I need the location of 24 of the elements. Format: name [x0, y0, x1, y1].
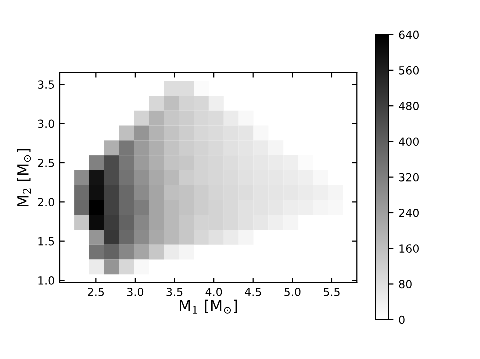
- color-bar-label: 480: [399, 102, 419, 110]
- x-axis-title: M$_{1}$ [M$_{⊙}$]: [180, 300, 238, 314]
- y-tick-label: 1.0: [38, 276, 54, 285]
- color-bar-label: 240: [399, 208, 419, 218]
- x-tick-label: 4.0: [206, 288, 222, 296]
- x-tick-label: 2.5: [88, 288, 104, 296]
- x-tick-label: 5.0: [284, 288, 301, 296]
- y-tick-label: 3.0: [38, 120, 54, 128]
- y-tick-label: 2.0: [38, 198, 54, 207]
- color-bar-label: 640: [399, 30, 419, 40]
- color-bar-label: 160: [400, 244, 419, 253]
- y-tick-label: 2.5: [38, 158, 54, 168]
- color-bar-label: 320: [399, 173, 419, 182]
- x-tick-label: 3.0: [127, 288, 144, 296]
- color-bar-label: 80: [399, 280, 412, 289]
- x-tick-label: 5.5: [324, 288, 340, 296]
- color-bar-label: 0: [399, 316, 405, 324]
- y-axis-title: M$_{2}$ [M$_{⊙}$]: [17, 149, 32, 206]
- x-tick-label: 4.5: [245, 288, 262, 296]
- x-tick-label: 3.5: [166, 288, 183, 296]
- y-tick-label: 1.5: [38, 237, 54, 246]
- y-tick-label: 3.5: [38, 80, 54, 90]
- color-bar-label: 400: [399, 138, 419, 146]
- color-bar-label: 560: [399, 66, 419, 75]
